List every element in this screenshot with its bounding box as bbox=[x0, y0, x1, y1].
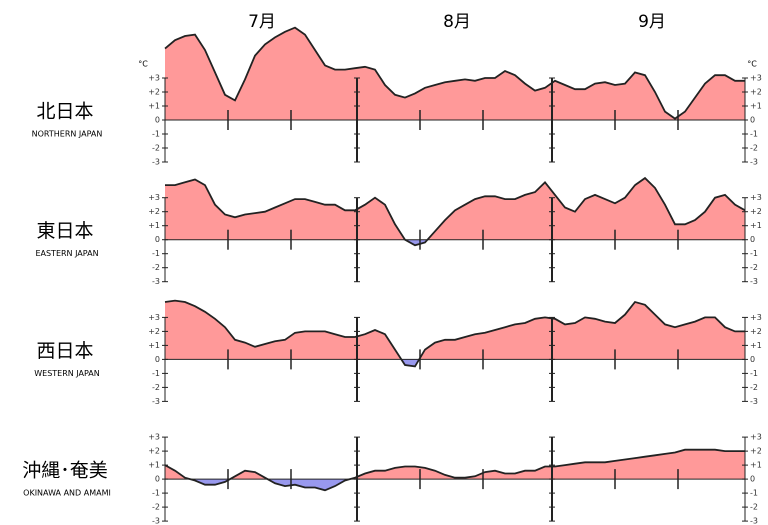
y-tick-label: 0 bbox=[155, 116, 160, 125]
y-tick-label: -1 bbox=[152, 489, 160, 498]
y-tick-label: +1 bbox=[750, 102, 762, 111]
y-tick-label: +3 bbox=[750, 74, 762, 83]
y-tick-label: -3 bbox=[750, 397, 758, 406]
y-tick-label: -2 bbox=[152, 144, 160, 153]
y-tick-label: +2 bbox=[750, 88, 762, 97]
y-tick-label: -1 bbox=[750, 130, 758, 139]
y-tick-label: -3 bbox=[750, 277, 758, 286]
y-tick-label: +1 bbox=[148, 461, 160, 470]
y-tick-label: +2 bbox=[148, 207, 160, 216]
month-label: 9月 bbox=[638, 12, 666, 32]
region-name: 西日本 bbox=[36, 340, 93, 362]
y-tick-label: -3 bbox=[152, 517, 160, 525]
area-positive bbox=[165, 449, 745, 480]
y-tick-label: -1 bbox=[750, 369, 758, 378]
y-tick-label: -1 bbox=[152, 130, 160, 139]
month-label: 8月 bbox=[443, 12, 471, 32]
y-tick-label: +3 bbox=[148, 193, 160, 202]
y-tick-label: -2 bbox=[750, 503, 758, 512]
unit-label: °C bbox=[747, 60, 757, 69]
y-tick-label: +3 bbox=[750, 313, 762, 322]
y-tick-label: 0 bbox=[155, 475, 160, 484]
y-tick-label: -2 bbox=[152, 383, 160, 392]
y-tick-label: -3 bbox=[152, 397, 160, 406]
y-tick-label: +3 bbox=[750, 193, 762, 202]
y-tick-label: 0 bbox=[155, 355, 160, 364]
y-tick-label: -3 bbox=[152, 158, 160, 167]
y-tick-label: -2 bbox=[750, 263, 758, 272]
y-tick-label: +2 bbox=[750, 447, 762, 456]
anomaly-line bbox=[164, 26, 745, 120]
region-name: 東日本 bbox=[36, 220, 93, 242]
y-tick-label: -2 bbox=[750, 383, 758, 392]
y-tick-label: +3 bbox=[750, 433, 762, 442]
y-tick-label: +2 bbox=[148, 327, 160, 336]
unit-label: °C bbox=[138, 60, 148, 69]
area-positive bbox=[165, 178, 745, 240]
region-name-en: OKINAWA AND AMAMI bbox=[23, 489, 111, 498]
y-tick-label: +1 bbox=[148, 102, 160, 111]
y-tick-label: 0 bbox=[750, 116, 755, 125]
y-tick-label: -3 bbox=[750, 517, 758, 525]
region-name: 沖縄･奄美 bbox=[22, 460, 108, 482]
y-tick-label: +2 bbox=[148, 447, 160, 456]
anomaly-line bbox=[164, 299, 745, 368]
y-tick-label: +3 bbox=[148, 433, 160, 442]
region-name: 北日本 bbox=[36, 101, 93, 123]
month-label: 7月 bbox=[248, 12, 276, 32]
y-tick-label: -3 bbox=[750, 158, 758, 167]
y-tick-label: -1 bbox=[750, 489, 758, 498]
y-tick-label: -1 bbox=[750, 249, 758, 258]
y-tick-label: -2 bbox=[152, 503, 160, 512]
y-tick-label: +1 bbox=[750, 221, 762, 230]
y-tick-label: +2 bbox=[148, 88, 160, 97]
y-tick-label: -2 bbox=[152, 263, 160, 272]
y-tick-label: +1 bbox=[148, 221, 160, 230]
y-tick-label: -3 bbox=[152, 277, 160, 286]
region-name-en: WESTERN JAPAN bbox=[34, 369, 100, 378]
y-tick-label: +3 bbox=[148, 74, 160, 83]
y-tick-label: 0 bbox=[155, 235, 160, 244]
anomaly-line bbox=[164, 448, 745, 492]
y-tick-label: 0 bbox=[750, 355, 755, 364]
y-tick-label: -1 bbox=[152, 369, 160, 378]
y-tick-label: +1 bbox=[750, 341, 762, 350]
y-tick-label: +3 bbox=[148, 313, 160, 322]
y-tick-label: +2 bbox=[750, 327, 762, 336]
anomaly-line bbox=[165, 176, 746, 247]
y-tick-label: +1 bbox=[750, 461, 762, 470]
area-positive bbox=[165, 300, 745, 360]
y-tick-label: -1 bbox=[152, 249, 160, 258]
y-tick-label: +2 bbox=[750, 207, 762, 216]
region-name-en: NORTHERN JAPAN bbox=[32, 130, 103, 139]
area-positive bbox=[165, 27, 745, 120]
y-tick-label: +1 bbox=[148, 341, 160, 350]
y-tick-label: 0 bbox=[750, 475, 755, 484]
y-tick-label: -2 bbox=[750, 144, 758, 153]
region-name-en: EASTERN JAPAN bbox=[35, 249, 98, 258]
y-tick-label: 0 bbox=[750, 235, 755, 244]
